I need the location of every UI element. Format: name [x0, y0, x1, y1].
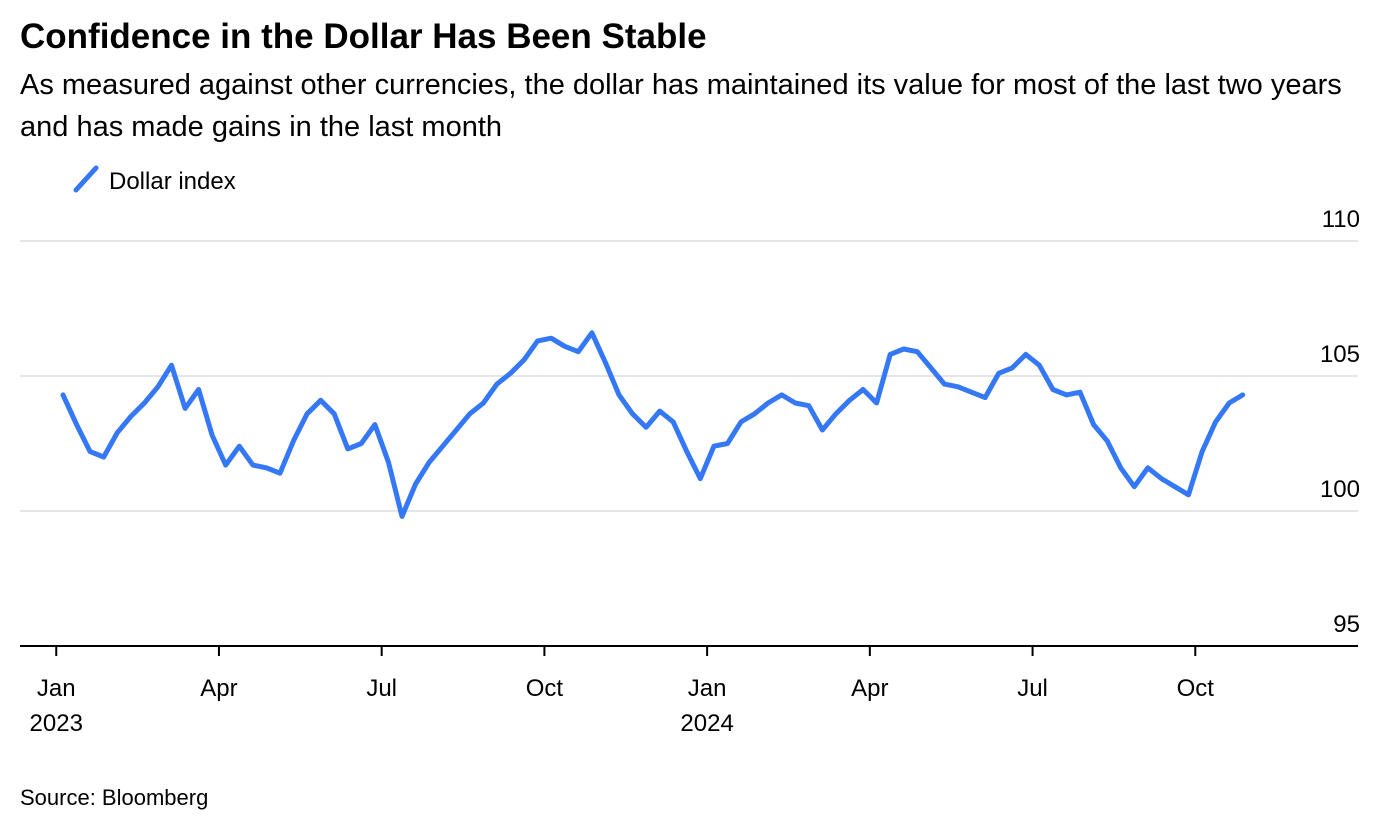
x-tick-label: Jul — [1017, 675, 1048, 702]
x-tick-label: Oct — [526, 675, 564, 702]
x-tick-label: Apr — [851, 675, 888, 702]
chart-title: Confidence in the Dollar Has Been Stable — [20, 17, 707, 56]
x-tick-year: 2023 — [30, 710, 83, 737]
x-tick-label: Apr — [200, 675, 237, 702]
legend-label: Dollar index — [109, 168, 236, 195]
subtitle-box: As measured against other currencies, th… — [20, 69, 1342, 143]
x-tick-label: Oct — [1177, 675, 1215, 702]
line-series — [60, 330, 1246, 519]
legend-swatch — [73, 165, 99, 193]
x-tick-label: Jan — [688, 675, 727, 702]
x-tick-year: 2024 — [680, 710, 733, 737]
chart-subtitle: As measured against other currencies, th… — [20, 69, 1342, 143]
x-tick-label: Jan — [37, 675, 76, 702]
y-tick-label: 100 — [1320, 476, 1360, 503]
y-tick-label: 105 — [1320, 341, 1360, 368]
x-tick-label: Jul — [366, 675, 397, 702]
y-tick-label: 110 — [1322, 206, 1360, 233]
source: Source: Bloomberg — [20, 785, 208, 810]
y-tick-label: 95 — [1333, 611, 1360, 638]
